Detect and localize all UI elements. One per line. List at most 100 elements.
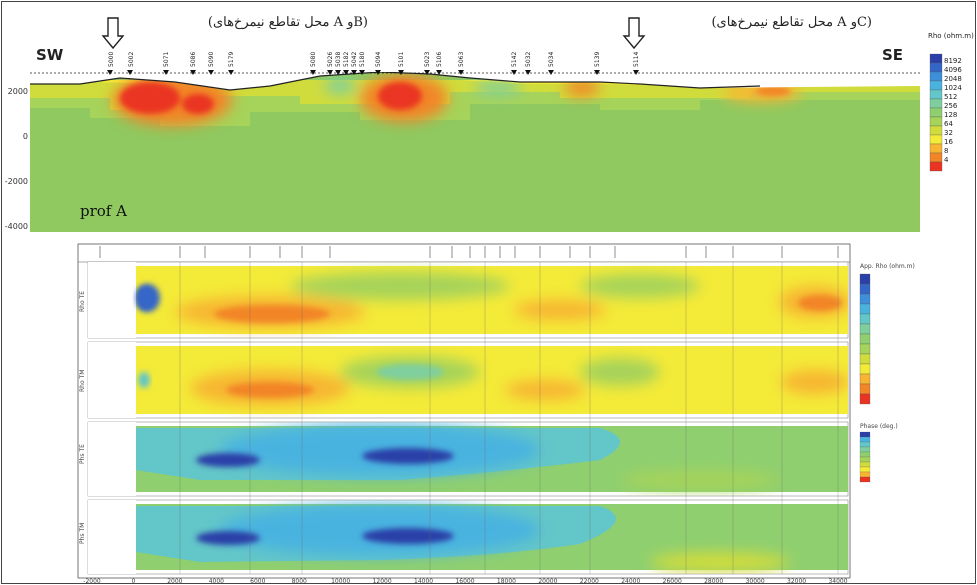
legend-swatch (859, 471, 871, 478)
top-stations: 5000 5002 5071 5086 5090 5179 5080 5026 … (107, 52, 640, 75)
x-tick-label: 24000 (621, 578, 640, 585)
x-tick-label: 8000 (292, 578, 307, 585)
legend-swatch (859, 293, 871, 305)
x-tick-label: 20000 (538, 578, 557, 585)
station-label: 5002 (128, 52, 135, 67)
panel-label-phase-te: Phs TE (79, 444, 86, 464)
rho-legend: Rho (ohm.m) 8192 4096 2048 1024 512 256 … (928, 32, 974, 172)
legend-swatch (859, 363, 871, 375)
legend-swatch (929, 116, 943, 127)
station-label: 5032 (525, 52, 532, 67)
x-tick-label: -2000 (83, 578, 101, 585)
legend-swatch (859, 436, 871, 443)
legend-swatch (859, 451, 871, 458)
x-tick-label: 34000 (828, 578, 847, 585)
legend-swatch (859, 333, 871, 345)
legend-value: 2048 (944, 75, 962, 83)
sw-label: SW (36, 46, 64, 64)
legend-swatch (859, 431, 871, 438)
legend-swatch (859, 323, 871, 335)
legend-swatch (929, 107, 943, 118)
legend-value: 8 (944, 147, 948, 155)
legend-swatch (859, 353, 871, 365)
x-tick-label: 10000 (331, 578, 350, 585)
legend-value: 4096 (944, 66, 962, 74)
legend-swatch (929, 62, 943, 73)
station-label: 5182 (343, 52, 350, 67)
panel-rho-te: Rho TE (79, 261, 849, 339)
x-tick-label: 4000 (209, 578, 224, 585)
station-label: 5086 (190, 52, 197, 67)
x-tick-label: 30000 (746, 578, 765, 585)
app-rho-legend: App. Rho (ohm.m) (859, 263, 915, 405)
legend-swatch (859, 441, 871, 448)
legend-value: 16 (944, 138, 953, 146)
station-label: 5106 (436, 52, 443, 67)
station-label: 5071 (163, 52, 170, 67)
panel-phase-te: Phs TE (79, 421, 849, 497)
x-tick-label: 12000 (373, 578, 392, 585)
station-label: 5063 (458, 52, 465, 67)
x-tick-label: 16000 (455, 578, 474, 585)
legend-swatch (929, 152, 943, 163)
intersection-arrow-right-icon (622, 17, 646, 50)
y-tick-minus-4000: -4000 (5, 222, 28, 231)
legend-value: 64 (944, 120, 953, 128)
station-label: 5139 (594, 52, 601, 67)
panel-rho-tm: Rho TM (79, 341, 849, 419)
intersection-arrow-left-icon (101, 17, 125, 50)
legend-swatch (859, 343, 871, 355)
legend-swatch (859, 273, 871, 285)
x-tick-label: 32000 (787, 578, 806, 585)
station-label: 5114 (633, 52, 640, 67)
station-label: 5090 (208, 52, 215, 67)
x-tick-label: 2000 (167, 578, 182, 585)
legend-swatch (929, 98, 943, 109)
station-label: 5101 (398, 52, 405, 67)
y-tick-2000: 2000 (8, 87, 28, 96)
legend-swatch (859, 283, 871, 295)
panel-label-rho-te: Rho TE (79, 291, 86, 312)
x-tick-label: 26000 (663, 578, 682, 585)
intersection-label-ab: (محل تقاطع نیمرخ‌های A وB) (208, 15, 368, 30)
x-tick-label: 22000 (580, 578, 599, 585)
x-tick-label: 18000 (497, 578, 516, 585)
legend-swatch (859, 313, 871, 325)
y-tick-minus-2000: -2000 (5, 177, 28, 186)
top-profile-section: SW SE (محل تقاطع نیمرخ‌های A وB) (محل تق… (5, 15, 974, 232)
legend-swatch (929, 161, 943, 172)
legend-swatch (859, 373, 871, 385)
y-tick-0: 0 (23, 132, 28, 141)
legend-value: 128 (944, 111, 957, 119)
intersection-label-ac: (محل تقاطع نیمرخ‌های A وC) (711, 15, 872, 30)
legend-swatch (859, 476, 871, 483)
legend-swatch (929, 143, 943, 154)
legend-swatch (929, 71, 943, 82)
legend-swatch (859, 446, 871, 453)
top-resistivity-section (30, 72, 920, 232)
station-label: 5042 (351, 52, 358, 67)
station-label: 5142 (511, 52, 518, 67)
station-label: 5080 (310, 52, 317, 67)
se-label: SE (882, 46, 903, 64)
x-tick-label: 0 (132, 578, 136, 585)
legend-swatch (859, 303, 871, 315)
legend-value: 32 (944, 129, 953, 137)
legend-value: 1024 (944, 84, 962, 92)
x-tick-label: 28000 (704, 578, 723, 585)
legend-swatch (859, 466, 871, 473)
x-tick-label: 6000 (250, 578, 265, 585)
panel-label-rho-tm: Rho TM (79, 370, 86, 392)
station-label: 5179 (228, 52, 235, 67)
phase-legend: Phase (deg.) (859, 423, 898, 483)
legend-swatch (929, 125, 943, 136)
legend-swatch (859, 456, 871, 463)
station-label: 5094 (375, 52, 382, 67)
legend-swatch (859, 383, 871, 395)
station-label: 5026 (327, 52, 334, 67)
legend-value: 4 (944, 156, 949, 164)
profile-label: prof A (80, 202, 127, 220)
legend-swatch (929, 80, 943, 91)
station-label: 5180 (359, 52, 366, 67)
